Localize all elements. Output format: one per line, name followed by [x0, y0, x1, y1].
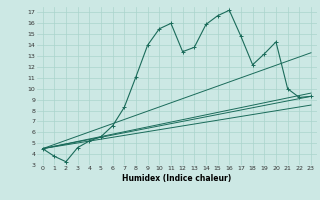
X-axis label: Humidex (Indice chaleur): Humidex (Indice chaleur) [122, 174, 231, 183]
